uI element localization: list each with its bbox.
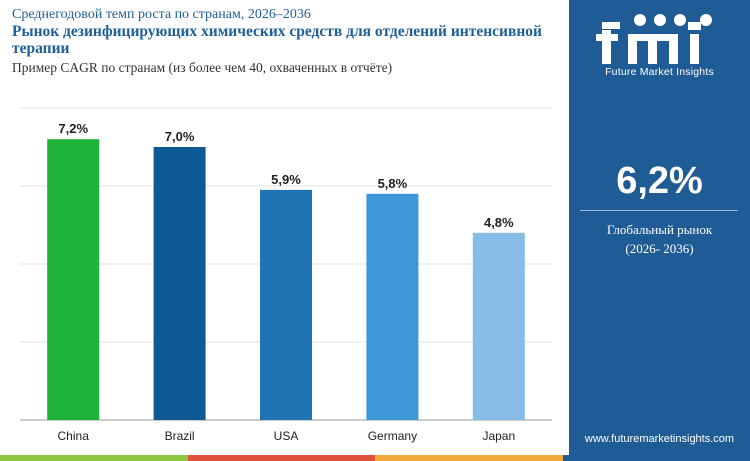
sidebar-divider — [580, 210, 738, 211]
category-label-china: China — [58, 429, 90, 443]
stripe-segment-1 — [0, 455, 188, 461]
stripe-segment-2 — [187, 455, 375, 461]
value-label-china: 7,2% — [58, 121, 88, 136]
bar-germany — [366, 193, 419, 420]
category-label-japan: Japan — [482, 429, 515, 443]
value-label-germany: 5,8% — [378, 176, 408, 191]
value-label-usa: 5,9% — [271, 172, 301, 187]
bar-china — [47, 139, 100, 420]
chart-subtitle: Пример CAGR по странам (из более чем 40,… — [12, 60, 393, 75]
global-market-label-line2: (2026- 2036) — [625, 241, 694, 256]
category-label-brazil: Brazil — [165, 429, 195, 443]
website-url[interactable]: www.futuremarketinsights.com — [584, 433, 735, 445]
bar-japan — [472, 232, 525, 420]
bar-brazil — [153, 147, 206, 420]
global-market-label: Глобальный рынок (2026- 2036) — [569, 220, 750, 258]
global-market-label-line1: Глобальный рынок — [606, 222, 713, 237]
bar-chart: 7,2% China 7,0% Brazil 5,9% USA 5,8% Germany 4,8… — [20, 107, 552, 443]
stripe-segment-4 — [562, 455, 750, 461]
logo-text: Future Market Insights — [605, 66, 714, 78]
chart-header: Среднегодовой темп роста по странам, 202… — [12, 6, 567, 77]
chart-subtitle-top: Среднегодовой темп роста по странам, 202… — [12, 7, 311, 22]
global-cagr-value: 6,2% — [616, 160, 703, 202]
chart-title: Рынок дезинфицирующих химических средств… — [12, 23, 542, 57]
stripe-segment-3 — [375, 455, 563, 461]
sidebar-panel — [569, 0, 750, 461]
value-label-japan: 4,8% — [484, 215, 514, 230]
value-label-brazil: 7,0% — [165, 129, 195, 144]
bottom-color-stripe — [0, 455, 750, 461]
bar-usa — [260, 189, 312, 420]
category-label-usa: USA — [274, 429, 299, 443]
category-label-germany: Germany — [368, 429, 417, 443]
fmi-logo-icon — [596, 14, 712, 64]
